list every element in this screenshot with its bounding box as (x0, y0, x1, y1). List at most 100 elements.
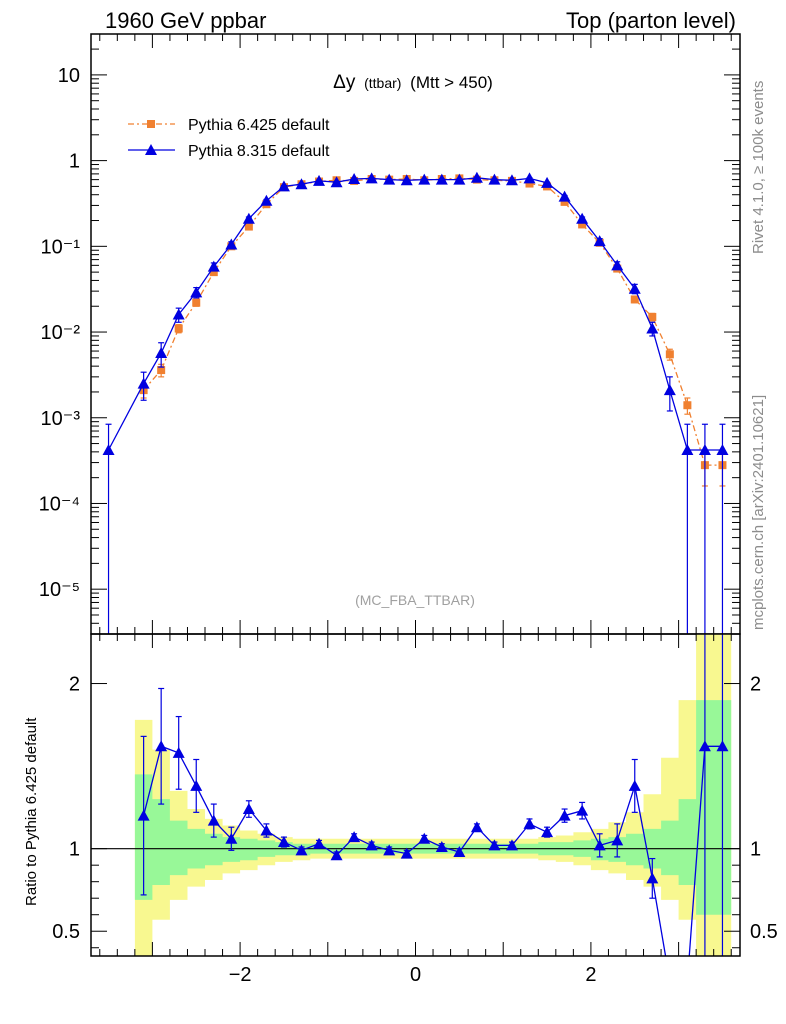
ratio-point-triangle (681, 975, 693, 986)
legend-marker-pythia6 (147, 120, 155, 128)
data-point-triangle (260, 194, 273, 206)
data-point-triangle (313, 174, 326, 186)
data-point-triangle (348, 173, 361, 185)
ratio-bands (134, 634, 732, 956)
ratio-y-tick-label-right: 2 (750, 674, 761, 696)
ratio-y-axis-label: Ratio to Pythia 6.425 default (23, 717, 40, 906)
ratio-point-triangle (611, 834, 624, 846)
ratio-point-triangle (295, 844, 308, 856)
data-point-square (244, 222, 253, 231)
data-point-triangle (593, 235, 606, 247)
ratio-point-triangle (698, 740, 711, 752)
ratio-point-triangle (558, 809, 571, 821)
data-point-square (683, 401, 692, 410)
ratio-y-tick-label-right: 1 (750, 839, 761, 861)
plot-title-rest: (Mtt > 450) (410, 73, 493, 92)
data-point-triangle (716, 444, 729, 456)
ratio-point-triangle (593, 839, 606, 851)
header-right-label: Top (parton level) (566, 8, 736, 33)
ratio-series-line-0 (142, 745, 723, 956)
data-point-triangle (646, 322, 659, 334)
ratio-point-triangle (435, 841, 448, 853)
ratio-point-triangle (488, 839, 501, 851)
data-point-square (157, 366, 166, 375)
series-line-0 (143, 177, 723, 466)
data-point-square (209, 268, 218, 277)
uncertainty-band-2sigma (134, 634, 732, 956)
data-point-triangle (190, 286, 203, 298)
data-point-square (665, 350, 674, 359)
ratio-point-triangle (505, 839, 518, 851)
ratio-point-triangle (400, 847, 413, 859)
data-point-square (525, 179, 534, 188)
data-point-triangle (681, 444, 694, 456)
ratio-point-triangle (277, 836, 290, 848)
y-tick-label: 10 (58, 65, 80, 87)
data-point-square (630, 295, 639, 304)
data-point-triangle (453, 173, 466, 185)
x-tick-label: 2 (585, 964, 596, 986)
series-line-1 (107, 177, 723, 451)
data-point-square (578, 220, 587, 229)
legend-marker-pythia8 (145, 144, 157, 155)
ratio-point-triangle (541, 826, 554, 838)
data-point-triangle (435, 173, 448, 185)
data-point-triangle (541, 176, 554, 188)
ratio-point-triangle (190, 779, 203, 791)
ratio-curves (137, 634, 729, 986)
uncertainty-band-1sigma (134, 700, 732, 915)
main-curves (102, 171, 729, 634)
data-point-triangle (698, 444, 711, 456)
data-point-triangle (225, 238, 238, 250)
analysis-watermark: (MC_FBA_TTBAR) (355, 592, 475, 608)
x-tick-label: −2 (229, 964, 252, 986)
data-point-triangle (576, 212, 589, 224)
data-point-triangle (365, 172, 378, 184)
ratio-panel: 0.5 0.5 1 1 2 2 −2 0 2 Ratio to Pythia 6.425 def… (23, 633, 778, 986)
rivet-label: Rivet 4.1.0, ≥ 100k events (750, 81, 767, 254)
data-point-triangle (102, 444, 115, 456)
plot-title: Δy (ttbar) (Mtt > 450) (333, 72, 493, 93)
plot-title-symbol: Δy (333, 72, 356, 93)
ratio-y-tick-label-left: 0.5 (52, 921, 80, 943)
legend: Pythia 6.425 default Pythia 8.315 defaul… (128, 117, 330, 160)
data-point-square (192, 298, 201, 307)
main-y-ticks: 10 1 10⁻¹ 10⁻² 10⁻³ 10⁻⁴ 10⁻⁵ (39, 33, 740, 635)
mcplots-label: mcplots.cern.ch [arXiv:2401.10621] (750, 395, 767, 630)
ratio-point-triangle (155, 740, 168, 752)
ratio-point-triangle (207, 814, 220, 826)
data-point-square (174, 324, 183, 333)
data-point-square (560, 197, 569, 206)
ratio-point-triangle (453, 845, 466, 857)
data-point-square (648, 312, 657, 321)
data-point-triangle (400, 174, 413, 186)
header-left-label: 1960 GeV ppbar (105, 8, 266, 33)
data-point-triangle (488, 173, 501, 185)
ratio-point-triangle (225, 832, 238, 844)
ratio-point-triangle (383, 844, 396, 856)
data-point-triangle (137, 377, 150, 389)
ratio-point-triangle (313, 837, 326, 849)
ratio-point-triangle (330, 849, 343, 861)
ratio-point-triangle (137, 809, 150, 821)
ratio-point-triangle (523, 817, 536, 829)
data-point-triangle (277, 180, 290, 192)
ratio-y-tick-label-left: 1 (69, 839, 80, 861)
data-point-triangle (330, 176, 343, 188)
plot-title-small: (ttbar) (364, 75, 401, 91)
ratio-point-triangle (418, 832, 431, 844)
ratio-y-tick-label-right: 0.5 (750, 921, 778, 943)
ratio-point-triangle (716, 740, 729, 752)
data-point-triangle (207, 260, 220, 272)
ratio-point-triangle (664, 975, 676, 986)
data-point-triangle (523, 172, 536, 184)
data-point-triangle (295, 178, 308, 190)
ratio-point-triangle (365, 839, 378, 851)
data-point-triangle (628, 282, 641, 294)
data-point-triangle (611, 259, 624, 271)
ratio-point-triangle (470, 821, 483, 833)
y-tick-label: 10⁻⁵ (39, 579, 80, 601)
y-tick-label: 10⁻³ (41, 408, 81, 430)
data-point-triangle (155, 346, 168, 358)
